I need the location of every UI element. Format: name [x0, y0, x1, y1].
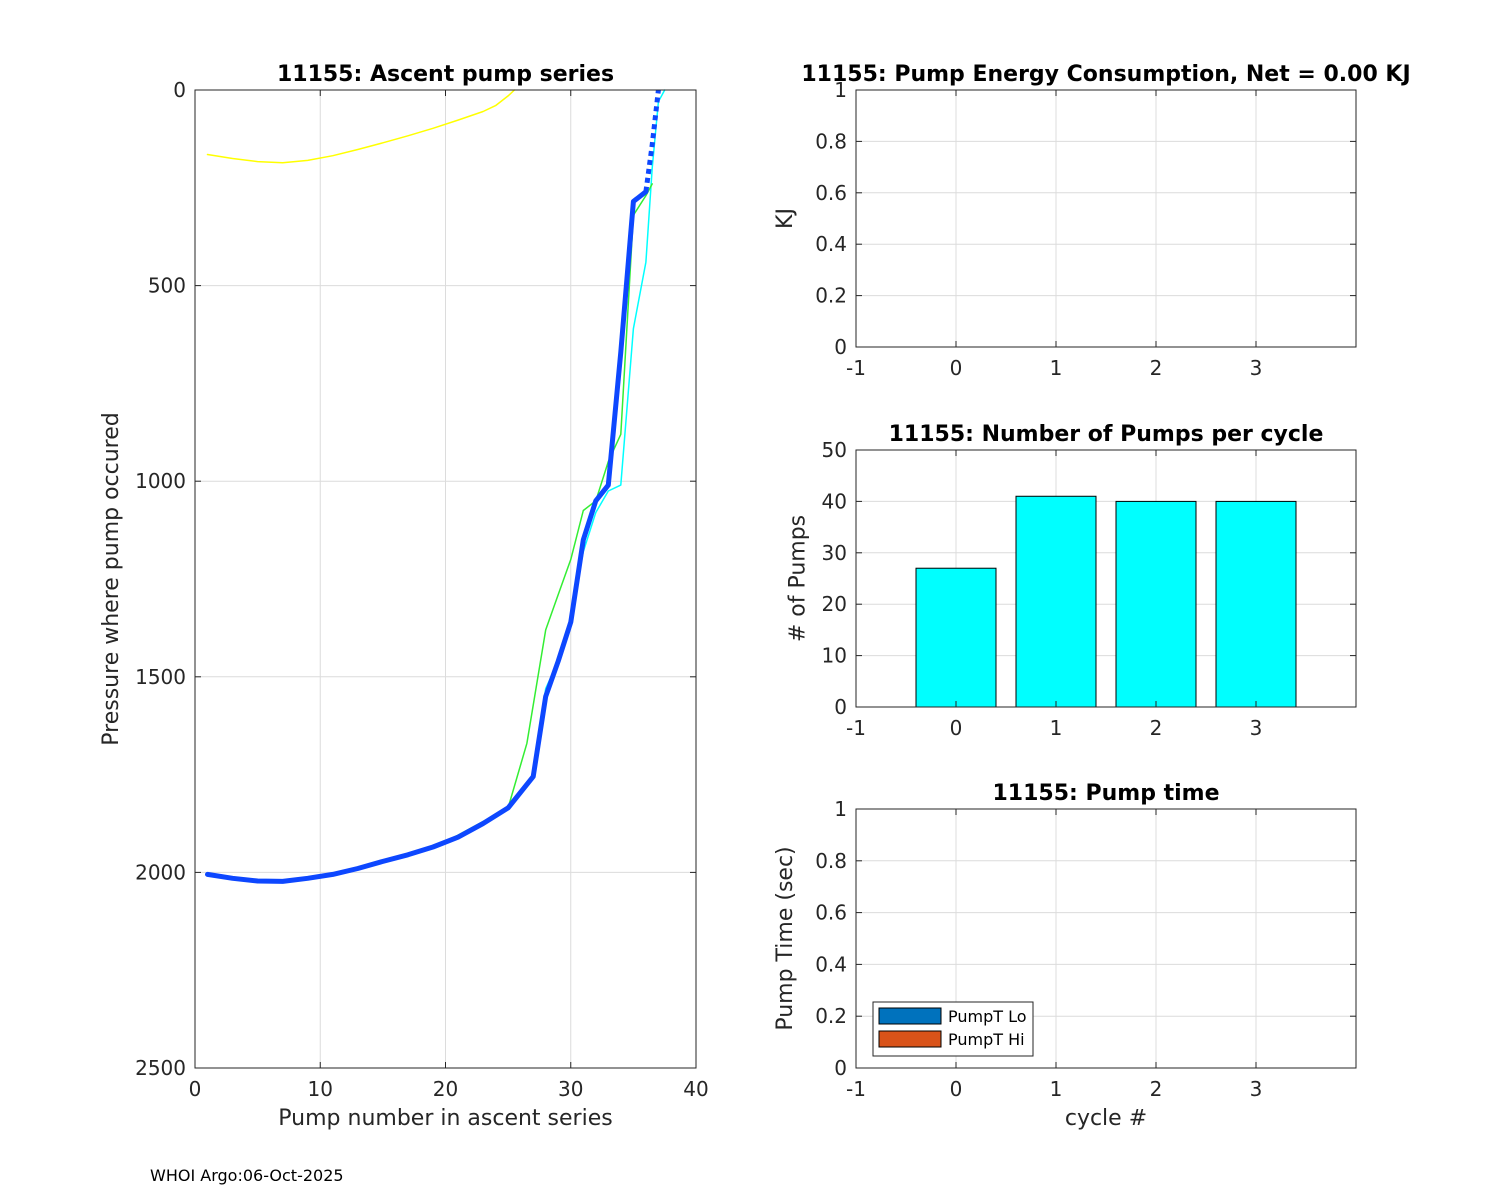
- x-tick-label: 40: [683, 1077, 708, 1101]
- x-axis-label: Pump number in ascent series: [278, 1106, 612, 1131]
- x-tick-label: 0: [950, 1077, 963, 1101]
- chart-title: 11155: Ascent pump series: [277, 62, 614, 87]
- legend-swatch: [878, 1007, 942, 1025]
- y-tick-label: 0: [834, 1056, 847, 1080]
- x-tick-label: 1: [1050, 356, 1063, 380]
- y-tick-label: 1500: [135, 665, 186, 689]
- legend-label: PumpT Lo: [948, 1007, 1027, 1026]
- footer-text: WHOI Argo:06-Oct-2025: [150, 1166, 344, 1185]
- chart-title: 11155: Pump Energy Consumption, Net = 0.…: [801, 62, 1410, 87]
- series-line-4: [643, 89, 661, 193]
- series-line-3: [205, 189, 649, 884]
- x-tick-label: 2: [1150, 356, 1163, 380]
- y-tick-label: 10: [822, 644, 847, 668]
- y-tick-label: 2000: [135, 860, 186, 884]
- x-tick-label: 20: [433, 1077, 458, 1101]
- x-tick-label: 0: [950, 716, 963, 740]
- x-tick-label: 2: [1150, 1077, 1163, 1101]
- plot-area: [856, 90, 1356, 347]
- y-tick-label: 0.2: [815, 284, 847, 308]
- y-tick-label: 1: [834, 78, 847, 102]
- x-tick-label: 0: [950, 356, 963, 380]
- x-tick-label: -1: [846, 1077, 866, 1101]
- bar-cycle-1: [1015, 495, 1097, 708]
- y-tick-label: 0: [834, 695, 847, 719]
- x-tick-label: 3: [1250, 1077, 1263, 1101]
- y-tick-label: 500: [148, 274, 186, 298]
- x-tick-label: 1: [1050, 716, 1063, 740]
- x-tick-label: 30: [558, 1077, 583, 1101]
- x-axis-label: cycle #: [1065, 1106, 1147, 1131]
- y-tick-label: 50: [822, 438, 847, 462]
- chart-title: 11155: Number of Pumps per cycle: [889, 422, 1324, 447]
- chart-ascent: 0 10 20 30 40 0 500 1000 1500 2000 2500 11155: Asce…: [99, 62, 709, 1131]
- chart-title: 11155: Pump time: [992, 781, 1219, 806]
- y-tick-label: 1000: [135, 469, 186, 493]
- x-tick-label: 1: [1050, 1077, 1063, 1101]
- y-axis-label: Pressure where pump occured: [99, 412, 124, 745]
- y-tick-label: 0.6: [815, 901, 847, 925]
- y-tick-label: 0: [173, 78, 186, 102]
- y-tick-label: 30: [822, 541, 847, 565]
- y-tick-label: 0.4: [815, 232, 847, 256]
- x-tick-label: 10: [308, 1077, 333, 1101]
- y-tick-label: 2500: [135, 1056, 186, 1080]
- x-tick-label: 2: [1150, 716, 1163, 740]
- axes-box: [855, 449, 1357, 708]
- y-axis-label: KJ: [773, 208, 798, 229]
- y-axis-label: Pump Time (sec): [773, 846, 798, 1030]
- x-tick-label: 3: [1250, 356, 1263, 380]
- bar-cycle-2: [1115, 500, 1197, 708]
- axes-box: [855, 808, 1357, 1069]
- y-tick-label: 1: [834, 797, 847, 821]
- x-tick-label: -1: [846, 356, 866, 380]
- x-tick-label: 3: [1250, 716, 1263, 740]
- y-tick-label: 0.6: [815, 181, 847, 205]
- series-line-0: [206, 89, 516, 164]
- y-tick-label: 0.8: [815, 849, 847, 873]
- y-tick-label: 0.8: [815, 129, 847, 153]
- y-axis-label: # of Pumps: [786, 515, 811, 642]
- x-tick-label: -1: [846, 716, 866, 740]
- y-tick-label: 0.4: [815, 952, 847, 976]
- y-tick-label: 0: [834, 335, 847, 359]
- y-tick-label: 0.2: [815, 1004, 847, 1028]
- y-tick-label: 20: [822, 592, 847, 616]
- bar-cycle-0: [915, 567, 997, 708]
- legend-swatch: [878, 1030, 942, 1048]
- legend-label: PumpT Hi: [948, 1030, 1025, 1049]
- y-tick-label: 40: [822, 489, 847, 513]
- legend: PumpT Lo PumpT Hi: [872, 1001, 1034, 1057]
- x-tick-label: 0: [189, 1077, 202, 1101]
- bar-cycle-3: [1215, 500, 1297, 708]
- axes-box: [855, 89, 1357, 348]
